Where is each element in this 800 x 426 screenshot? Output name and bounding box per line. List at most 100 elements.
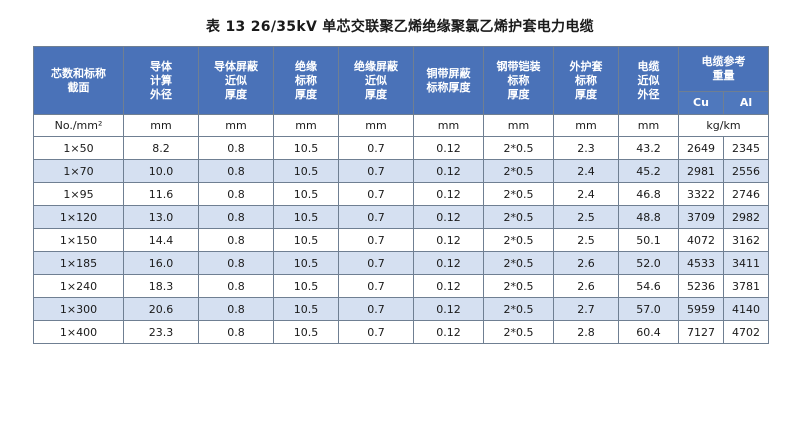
table-cell: 0.7 [338,297,414,321]
column-header: 导体屏蔽 近似 厚度 [198,46,274,115]
table-row: 1×150 14.4 0.8 10.5 0.7 0.12 2*0.5 2.5 50.1 4072 3… [33,228,769,252]
table-row: 1×70 10.0 0.8 10.5 0.7 0.12 2*0.5 2.4 45.2 2981 25… [33,159,769,183]
table-cell: 1×95 [33,182,124,206]
table-cell: 0.8 [198,228,274,252]
table-cell: 10.5 [273,320,339,344]
table-cell: 3322 [678,182,724,206]
column-header-line: 钢带铠装 [496,59,541,73]
column-header-line: 标称 [295,73,317,87]
table-row: 1×240 18.3 0.8 10.5 0.7 0.12 2*0.5 2.6 54.6 5236 3… [33,274,769,298]
header-cu: Cu [678,91,724,115]
table-row: 1×120 13.0 0.8 10.5 0.7 0.12 2*0.5 2.5 48.8 3709 2… [33,205,769,229]
table-cell: 1×240 [33,274,124,298]
column-header-line: 标称厚度 [426,80,471,94]
table-cell: 2649 [678,136,724,160]
column-header-line: 绝缘 [295,59,317,73]
column-header-line: 厚度 [295,87,317,101]
table-cell: 0.7 [338,205,414,229]
table-cell: 0.7 [338,320,414,344]
table-cell: 2.5 [553,205,619,229]
column-header-line: 电缆 [637,59,660,73]
table-cell: 2*0.5 [483,136,554,160]
column-header-line: 绝缘屏蔽 [354,59,398,73]
units-row: No./mm² mm mm mm mm mm mm mm mm kg/km [33,114,769,137]
table-cell: 3781 [723,274,769,298]
unit-cell: mm [483,114,554,137]
unit-cell: mm [273,114,339,137]
table-cell: 60.4 [618,320,679,344]
column-header: 绝缘 标称 厚度 [273,46,339,115]
table-cell: 0.12 [413,274,484,298]
table-cell: 3162 [723,228,769,252]
unit-cell: mm [618,114,679,137]
table-cell: 0.12 [413,205,484,229]
table-cell: 5959 [678,297,724,321]
table-cell: 3411 [723,251,769,275]
cable-spec-table: 芯数和标称 截面 导体 计算 外径 导体屏蔽 近似 厚度 绝缘 标称 厚度 绝缘屏蔽 近似 厚度 铜带屏蔽标… [33,46,769,344]
table-cell: 1×120 [33,205,124,229]
table-cell: 2345 [723,136,769,160]
table-cell: 2*0.5 [483,297,554,321]
table-cell: 52.0 [618,251,679,275]
table-cell: 16.0 [123,251,199,275]
column-header: 电缆 近似 外径 [618,46,679,115]
column-header-line: 芯数和标称 [51,66,106,80]
table-cell: 54.6 [618,274,679,298]
table-row: 1×185 16.0 0.8 10.5 0.7 0.12 2*0.5 2.6 52.0 4533 3… [33,251,769,275]
table-cell: 0.7 [338,182,414,206]
table-cell: 2*0.5 [483,205,554,229]
table-cell: 2.8 [553,320,619,344]
table-cell: 11.6 [123,182,199,206]
table-cell: 0.8 [198,251,274,275]
header-row: 芯数和标称 截面 导体 计算 外径 导体屏蔽 近似 厚度 绝缘 标称 厚度 绝缘屏蔽 近似 厚度 铜带屏蔽标… [33,46,769,115]
table-cell: 0.8 [198,320,274,344]
column-header-line: 标称 [507,73,530,87]
table-cell: 10.5 [273,297,339,321]
table-cell: 14.4 [123,228,199,252]
table-cell: 46.8 [618,182,679,206]
table-row: 1×95 11.6 0.8 10.5 0.7 0.12 2*0.5 2.4 46.8 3322 27… [33,182,769,206]
table-cell: 2*0.5 [483,182,554,206]
table-cell: 1×185 [33,251,124,275]
table-cell: 13.0 [123,205,199,229]
unit-cell: mm [198,114,274,137]
table-cell: 10.0 [123,159,199,183]
table-cell: 10.5 [273,251,339,275]
column-header-line: 导体 [150,59,172,73]
table-cell: 23.3 [123,320,199,344]
table-cell: 10.5 [273,228,339,252]
unit-cell: mm [413,114,484,137]
table-cell: 0.7 [338,159,414,183]
table-row: 1×300 20.6 0.8 10.5 0.7 0.12 2*0.5 2.7 57.0 5959 4… [33,297,769,321]
table-cell: 7127 [678,320,724,344]
table-cell: 2*0.5 [483,251,554,275]
table-cell: 0.7 [338,274,414,298]
table-cell: 0.12 [413,159,484,183]
table-cell: 8.2 [123,136,199,160]
table-cell: 0.7 [338,228,414,252]
column-header: 钢带铠装 标称 厚度 [483,46,554,115]
column-header-weight: 电缆参考 重量 [678,46,769,92]
table-cell: 0.8 [198,274,274,298]
column-header-line: 计算 [150,73,172,87]
column-header-line: 近似 [365,73,387,87]
table-cell: 0.7 [338,136,414,160]
table-cell: 2.4 [553,159,619,183]
column-header-line: 厚度 [365,87,387,101]
table-cell: 20.6 [123,297,199,321]
table-cell: 4533 [678,251,724,275]
table-cell: 45.2 [618,159,679,183]
table-body: No./mm² mm mm mm mm mm mm mm mm kg/km 1×50 8.2 0.8 1… [33,114,769,344]
table-cell: 1×50 [33,136,124,160]
column-header-line: 重量 [712,69,735,82]
column-header-line: 厚度 [225,87,247,101]
table-cell: 2*0.5 [483,228,554,252]
table-cell: 0.7 [338,251,414,275]
column-header-line: 近似 [637,73,660,87]
table-cell: 4702 [723,320,769,344]
table-cell: 2.7 [553,297,619,321]
table-cell: 2.6 [553,251,619,275]
table-cell: 50.1 [618,228,679,252]
table-cell: 1×400 [33,320,124,344]
table-cell: 57.0 [618,297,679,321]
